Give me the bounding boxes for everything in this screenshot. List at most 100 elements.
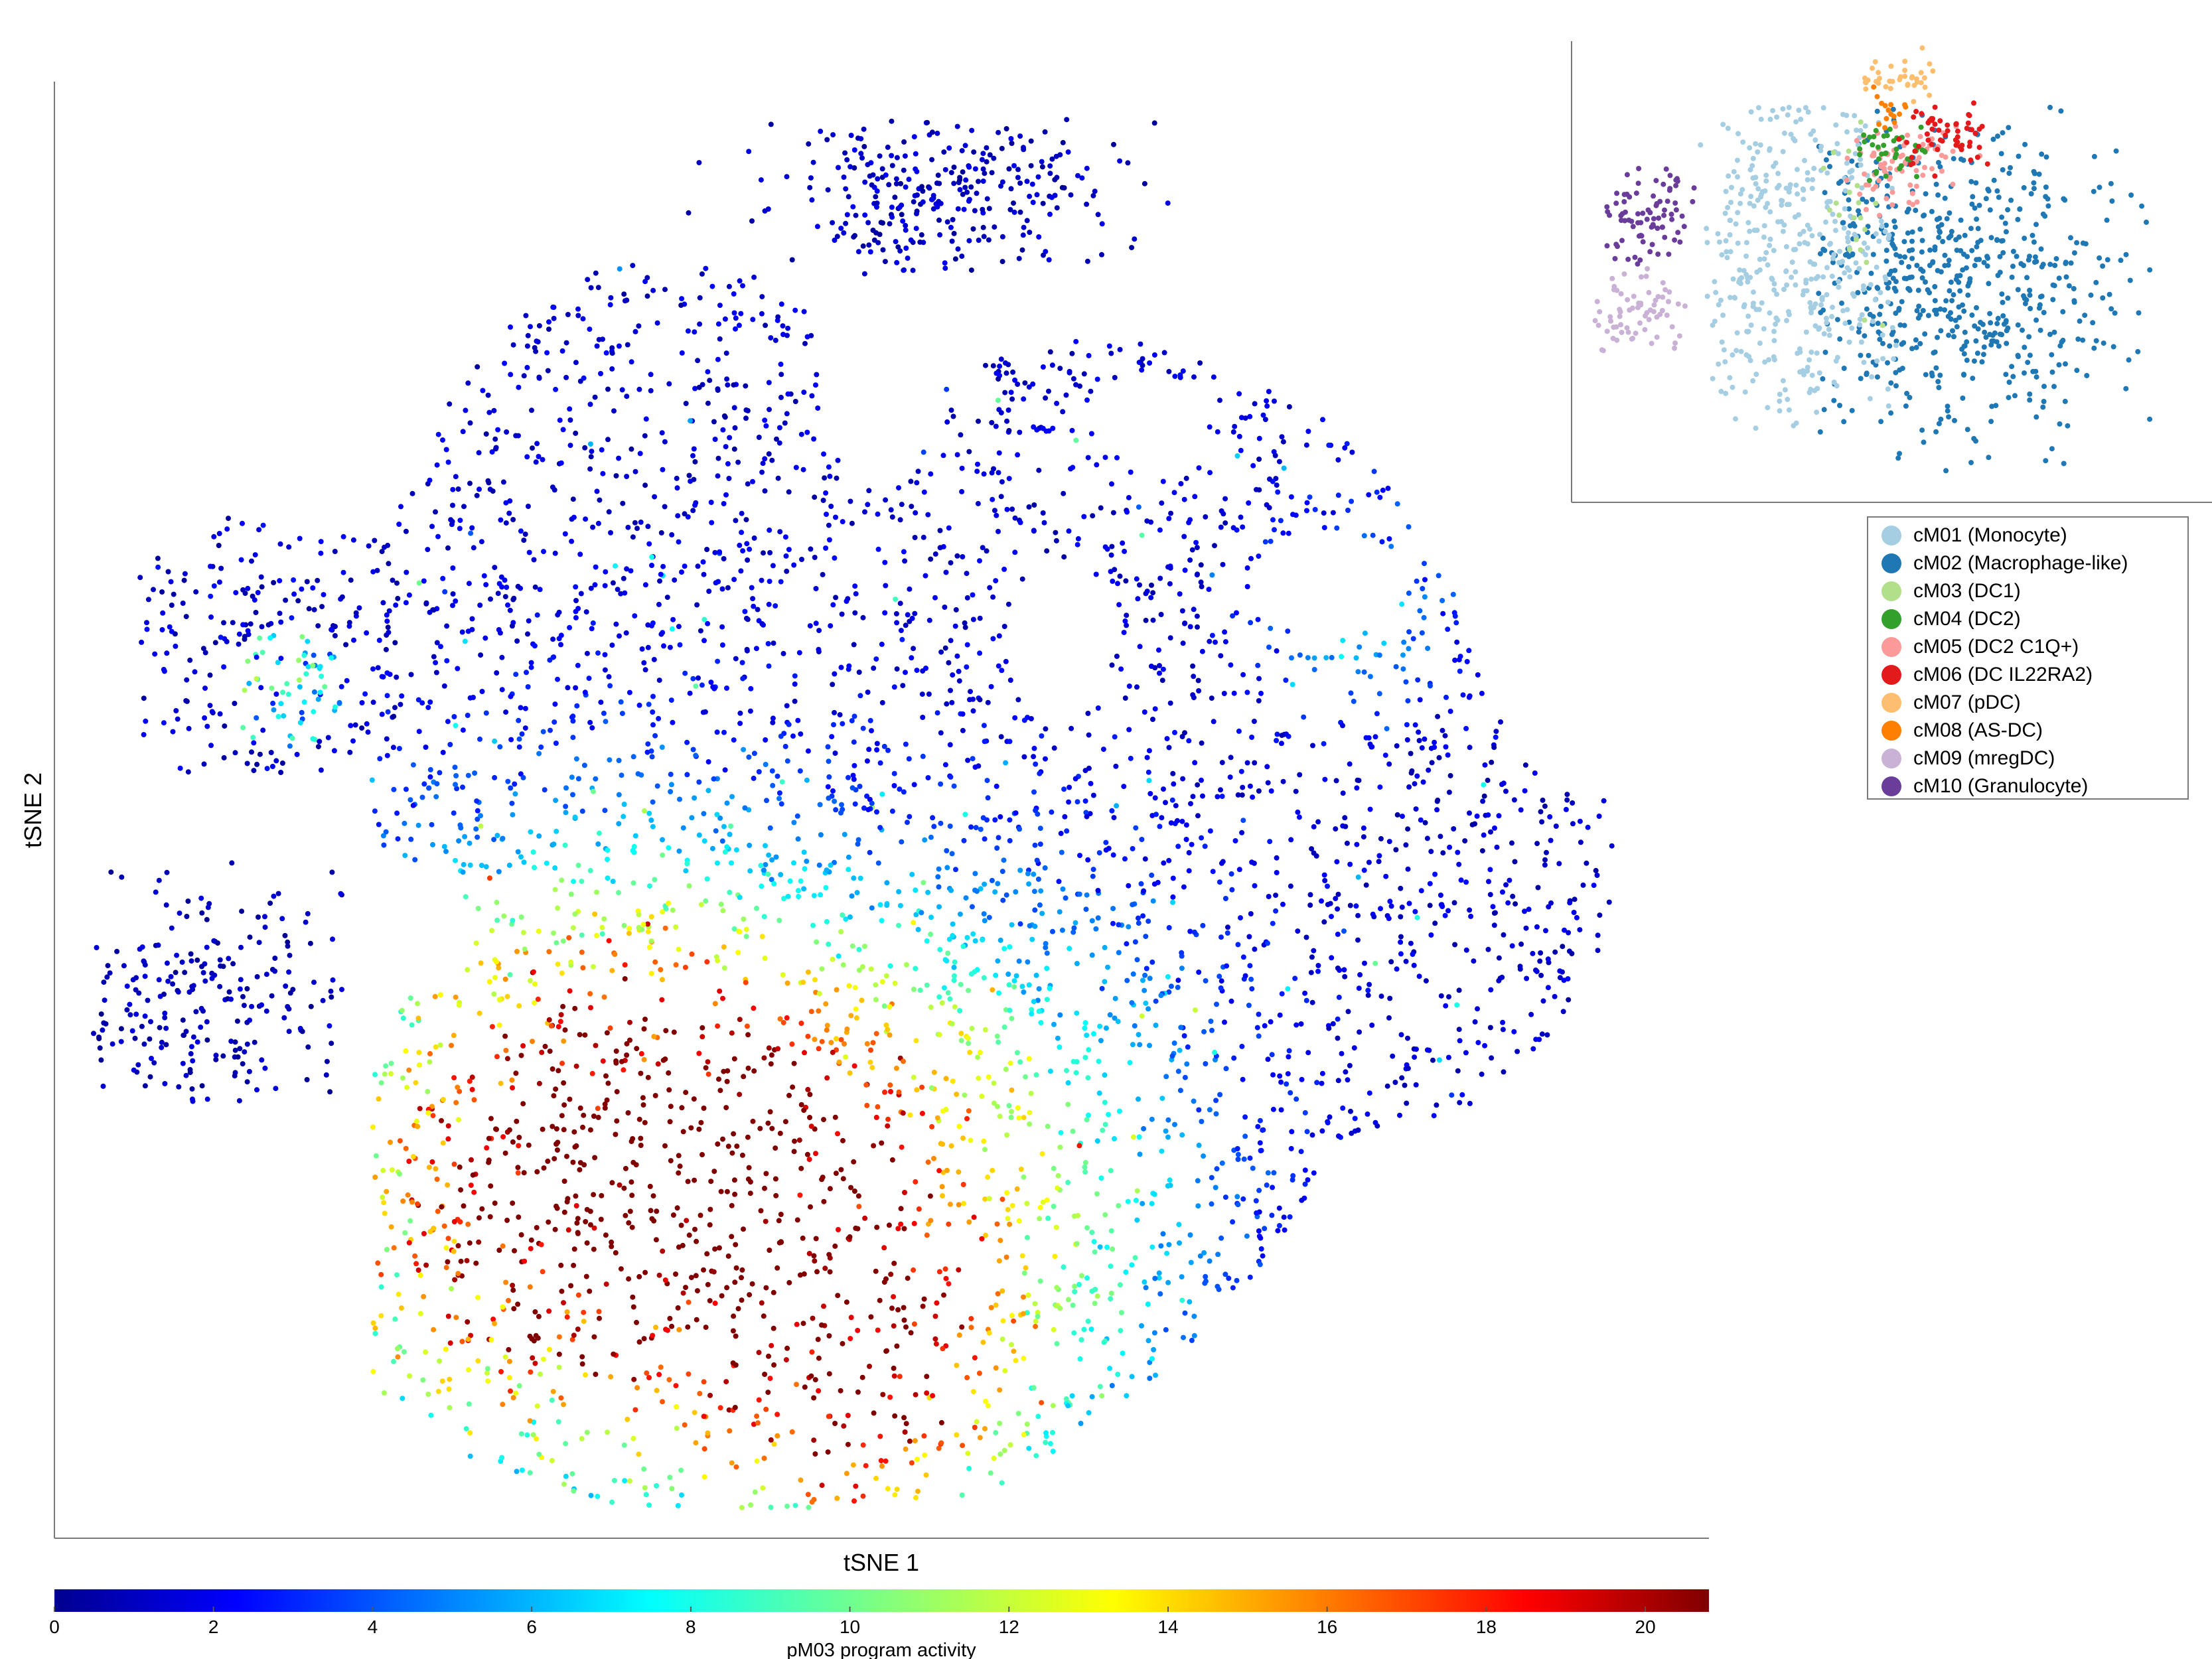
scatter-point	[366, 543, 372, 549]
scatter-point	[960, 711, 966, 717]
scatter-point	[1242, 973, 1248, 979]
scatter-point	[766, 451, 772, 457]
scatter-point	[1004, 1190, 1009, 1196]
scatter-point	[603, 1281, 609, 1287]
scatter-point	[851, 1498, 857, 1504]
scatter-point	[1075, 173, 1080, 179]
scatter-point	[804, 334, 810, 340]
scatter-point	[1406, 901, 1412, 906]
scatter-point	[641, 808, 647, 814]
scatter-point	[632, 469, 638, 474]
scatter-point	[1007, 837, 1013, 843]
scatter-point	[516, 744, 522, 750]
scatter-point	[526, 1142, 532, 1148]
scatter-point	[502, 1150, 508, 1156]
scatter-point	[609, 642, 615, 648]
scatter-point	[1398, 951, 1404, 957]
scatter-point	[1268, 1019, 1274, 1025]
scatter-point	[1001, 1024, 1007, 1030]
scatter-point	[1206, 587, 1212, 593]
scatter-point	[628, 359, 634, 365]
scatter-point	[1064, 828, 1070, 834]
scatter-point	[599, 1192, 605, 1198]
scatter-point	[705, 1059, 711, 1065]
scatter-point	[827, 473, 833, 479]
scatter-point	[1481, 793, 1487, 799]
scatter-point	[1309, 1132, 1315, 1138]
scatter-point	[1270, 1072, 1276, 1078]
scatter-point	[1044, 966, 1050, 972]
scatter-point	[287, 743, 293, 749]
scatter-point	[1163, 800, 1168, 806]
scatter-point	[769, 877, 774, 883]
scatter-point	[1347, 861, 1353, 867]
scatter-point	[1347, 1062, 1353, 1068]
scatter-point	[863, 1082, 869, 1088]
scatter-point	[912, 1438, 918, 1444]
scatter-point	[1404, 722, 1410, 728]
scatter-point	[1457, 668, 1463, 674]
scatter-point	[1355, 912, 1361, 918]
scatter-point	[816, 1008, 822, 1014]
scatter-point	[359, 700, 365, 705]
scatter-point	[999, 1336, 1005, 1342]
scatter-point	[1191, 607, 1197, 613]
scatter-point	[962, 624, 968, 630]
scatter-point	[673, 962, 679, 968]
scatter-point	[1192, 1007, 1198, 1013]
scatter-point	[1500, 1019, 1506, 1025]
scatter-point	[680, 1290, 686, 1296]
scatter-point	[1081, 514, 1087, 520]
scatter-point	[666, 901, 672, 906]
scatter-point	[1399, 601, 1405, 607]
scatter-point	[229, 860, 235, 866]
scatter-point	[1501, 932, 1507, 938]
scatter-point	[891, 1294, 897, 1300]
scatter-point	[875, 511, 881, 517]
scatter-point	[1047, 211, 1053, 217]
scatter-point	[200, 970, 206, 975]
scatter-point	[982, 1027, 988, 1033]
scatter-point	[623, 1212, 628, 1218]
scatter-point	[310, 585, 316, 591]
scatter-point	[310, 736, 316, 742]
scatter-point	[520, 930, 526, 936]
scatter-point	[142, 1083, 148, 1089]
scatter-point	[748, 1502, 753, 1508]
scatter-point	[975, 1054, 980, 1060]
scatter-point	[1238, 915, 1243, 921]
scatter-point	[1063, 895, 1069, 901]
scatter-point	[1207, 1258, 1213, 1264]
scatter-point	[372, 808, 378, 814]
scatter-point	[792, 698, 798, 704]
scatter-point	[1065, 1102, 1071, 1108]
scatter-point	[907, 1112, 913, 1118]
scatter-point	[1560, 944, 1566, 950]
scatter-point	[1390, 1053, 1396, 1059]
scatter-point	[440, 749, 446, 755]
scatter-point	[606, 938, 612, 944]
scatter-point	[509, 800, 515, 806]
scatter-point	[997, 1238, 1003, 1244]
scatter-point	[1085, 1319, 1091, 1324]
scatter-point	[1577, 927, 1583, 933]
scatter-point	[516, 1143, 522, 1149]
scatter-point	[1565, 976, 1571, 981]
scatter-point	[745, 1065, 751, 1071]
scatter-point	[560, 427, 566, 433]
scatter-point	[974, 190, 980, 196]
scatter-point	[254, 974, 260, 979]
scatter-point	[416, 580, 422, 586]
scatter-point	[1215, 794, 1220, 800]
scatter-point	[259, 624, 265, 630]
scatter-point	[602, 808, 608, 814]
scatter-point	[1073, 437, 1079, 443]
scatter-point	[1336, 994, 1342, 1000]
scatter-point	[992, 508, 997, 514]
scatter-point	[697, 1391, 703, 1396]
scatter-point	[980, 1339, 986, 1345]
scatter-point	[986, 1074, 992, 1080]
scatter-point	[1031, 789, 1037, 795]
scatter-point	[1264, 502, 1270, 508]
scatter-point	[593, 270, 599, 276]
